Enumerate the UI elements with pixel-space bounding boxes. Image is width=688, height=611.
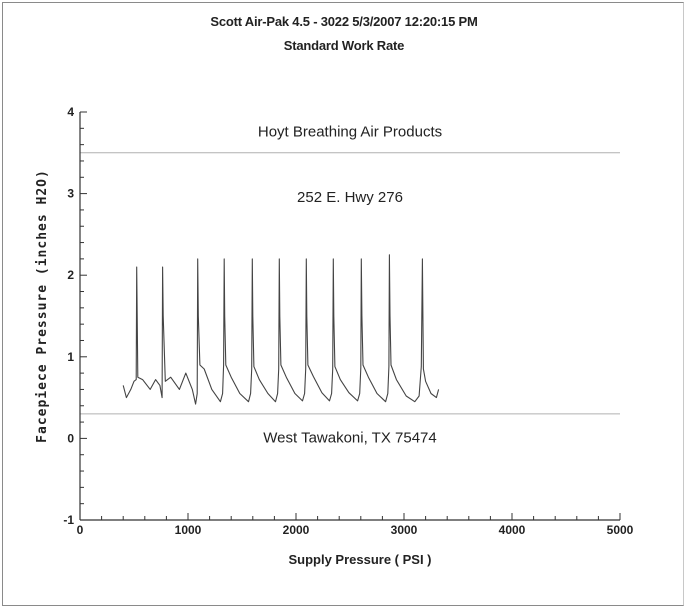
x-tick-label: 1000 [175, 523, 202, 537]
x-axis-label: Supply Pressure ( PSI ) [288, 552, 431, 567]
y-tick-label: 0 [67, 431, 74, 445]
y-tick-label: -1 [63, 513, 74, 527]
chart-frame [2, 2, 684, 606]
chart-subtitle: Standard Work Rate [283, 38, 405, 53]
annotation-text: Hoyt Breathing Air Products [258, 123, 442, 140]
y-tick-label: 4 [67, 105, 74, 119]
y-tick-label: 1 [67, 350, 74, 364]
x-tick-label: 2000 [283, 523, 310, 537]
chart-title: Scott Air-Pak 4.5 - 3022 5/3/2007 12:20:… [210, 14, 478, 29]
annotation-text: West Tawakoni, TX 75474 [263, 429, 436, 446]
x-tick-label: 3000 [391, 523, 418, 537]
y-axis-label: Facepiece Pressure (inches H2O) [35, 169, 50, 443]
x-tick-label: 0 [77, 523, 84, 537]
x-tick-label: 4000 [499, 523, 526, 537]
series-line [122, 254, 440, 405]
y-tick-label: 2 [67, 268, 74, 282]
x-tick-label: 5000 [607, 523, 634, 537]
y-tick-label: 3 [67, 187, 74, 201]
annotation-text: 252 E. Hwy 276 [297, 189, 403, 206]
